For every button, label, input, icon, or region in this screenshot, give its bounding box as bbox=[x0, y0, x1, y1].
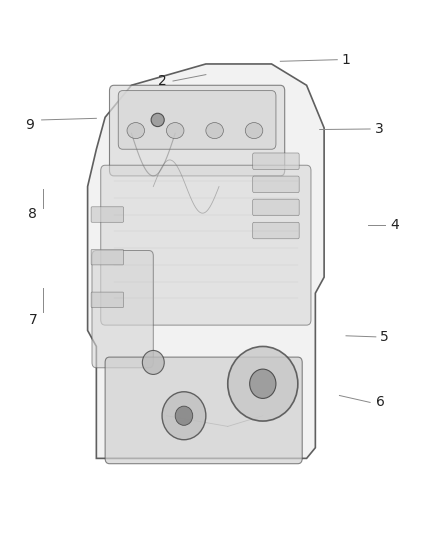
Ellipse shape bbox=[127, 123, 145, 139]
Text: 8: 8 bbox=[28, 207, 37, 221]
FancyBboxPatch shape bbox=[92, 251, 153, 368]
Text: 2: 2 bbox=[158, 74, 166, 88]
FancyBboxPatch shape bbox=[253, 153, 299, 169]
FancyBboxPatch shape bbox=[110, 85, 285, 176]
Text: 5: 5 bbox=[380, 330, 389, 344]
Text: 9: 9 bbox=[25, 118, 34, 132]
FancyBboxPatch shape bbox=[91, 207, 124, 222]
Ellipse shape bbox=[250, 369, 276, 399]
Text: 4: 4 bbox=[390, 218, 399, 232]
FancyBboxPatch shape bbox=[253, 222, 299, 239]
Ellipse shape bbox=[151, 114, 164, 127]
Text: 6: 6 bbox=[376, 395, 385, 409]
FancyBboxPatch shape bbox=[253, 176, 299, 192]
Ellipse shape bbox=[228, 346, 298, 421]
Ellipse shape bbox=[175, 406, 193, 425]
Ellipse shape bbox=[166, 123, 184, 139]
FancyBboxPatch shape bbox=[118, 91, 276, 149]
FancyBboxPatch shape bbox=[101, 165, 311, 325]
Text: 1: 1 bbox=[342, 53, 350, 67]
FancyBboxPatch shape bbox=[253, 199, 299, 216]
FancyBboxPatch shape bbox=[105, 357, 302, 464]
FancyBboxPatch shape bbox=[91, 249, 124, 265]
Ellipse shape bbox=[245, 123, 263, 139]
Text: 3: 3 bbox=[374, 122, 383, 136]
FancyBboxPatch shape bbox=[91, 292, 124, 308]
Ellipse shape bbox=[206, 123, 223, 139]
Text: 7: 7 bbox=[28, 313, 37, 327]
Polygon shape bbox=[88, 64, 324, 458]
Ellipse shape bbox=[162, 392, 206, 440]
Ellipse shape bbox=[142, 351, 164, 374]
